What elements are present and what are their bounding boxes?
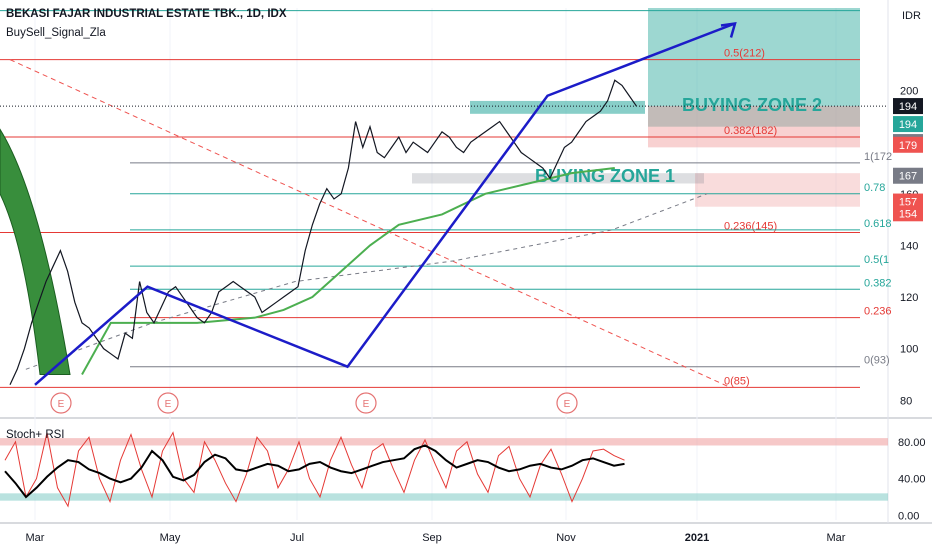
fib-lower-label: 0.382 xyxy=(864,277,892,289)
buying-zone-1-label: BUYING ZONE 1 xyxy=(535,166,675,186)
price-label-bg xyxy=(893,98,923,115)
buying-zone-2-label: BUYING ZONE 2 xyxy=(682,95,822,115)
time-tick-label: 2021 xyxy=(685,532,709,544)
fib-upper-label: 0(85) xyxy=(724,375,750,387)
resistance-dashed-line xyxy=(9,59,731,388)
price-label-text: 167 xyxy=(899,171,917,183)
buying-zone-2-upper xyxy=(648,8,860,127)
support-dashed-line xyxy=(25,193,708,370)
left-signal-curve xyxy=(0,128,71,375)
pattern-line xyxy=(34,22,736,386)
earnings-marker-label: E xyxy=(564,399,571,410)
price-label-text: 179 xyxy=(899,140,917,152)
earnings-marker-label: E xyxy=(363,399,370,410)
time-tick-label: Sep xyxy=(422,532,442,544)
fib-upper-label: 0.5(212) xyxy=(724,48,765,60)
earnings-marker xyxy=(355,392,377,414)
fib-lower-label: 0.78 xyxy=(864,182,885,194)
price-label-bg xyxy=(893,205,923,222)
price-label-bg xyxy=(893,136,923,153)
buying-zone-1-band xyxy=(412,173,704,184)
fib-lower-label: 1(172 xyxy=(864,151,892,163)
pattern-arrowhead xyxy=(720,21,737,38)
rsi-tick-label: 40.00 xyxy=(898,474,926,486)
price-label-text: 194 xyxy=(899,101,917,113)
fib-lower-label: 0.5(1 xyxy=(864,254,889,266)
buying-zone-2-lower xyxy=(695,173,860,207)
time-tick-label: Mar xyxy=(26,532,45,544)
fib-upper-label: 0.382(182) xyxy=(724,125,777,137)
zone-top-strip xyxy=(470,100,645,114)
price-label-text: 154 xyxy=(899,208,917,220)
chart-title: BEKASI FAJAR INDUSTRIAL ESTATE TBK., 1D,… xyxy=(6,8,287,20)
earnings-marker xyxy=(50,392,72,414)
fib-lower-label: 0.236 xyxy=(864,306,892,318)
time-tick-label: Nov xyxy=(556,532,576,544)
time-tick-label: Jul xyxy=(290,532,304,544)
earnings-marker-label: E xyxy=(58,399,65,410)
price-tick-label: 140 xyxy=(900,240,918,252)
rsi-overbought-band xyxy=(0,438,888,446)
signal-line xyxy=(81,167,615,375)
earnings-marker xyxy=(157,392,179,414)
indicator-name[interactable]: BuySell_Signal_Zla xyxy=(6,27,106,39)
time-tick-label: May xyxy=(160,532,181,544)
price-tick-label: 80 xyxy=(900,395,912,407)
fib-lower-label: 0(93) xyxy=(864,355,890,367)
fib-upper-label: 0.236(145) xyxy=(724,221,777,233)
earnings-marker-label: E xyxy=(165,399,172,410)
earnings-marker xyxy=(556,392,578,414)
rsi-tick-label: 80.00 xyxy=(898,437,926,449)
rsi-tick-label: 0.00 xyxy=(898,510,919,522)
buying-zone-2-band xyxy=(648,106,860,148)
price-tick-label: 120 xyxy=(900,292,918,304)
rsi-k-line xyxy=(4,444,625,499)
fib-lower-label: 0.618 xyxy=(864,218,892,230)
currency-label: IDR xyxy=(902,10,921,22)
rsi-oversold-band xyxy=(0,493,888,501)
price-label-text: 194 xyxy=(899,119,917,131)
price-tick-label: 200 xyxy=(900,86,918,98)
price-tick-label: 100 xyxy=(900,344,918,356)
stoch-rsi-label[interactable]: Stoch+ RSI xyxy=(6,429,65,441)
price-line xyxy=(9,79,637,386)
price-label-bg xyxy=(893,167,923,184)
rsi-d-line xyxy=(4,431,625,508)
price-label-bg xyxy=(893,116,923,133)
time-tick-label: Mar xyxy=(827,532,846,544)
